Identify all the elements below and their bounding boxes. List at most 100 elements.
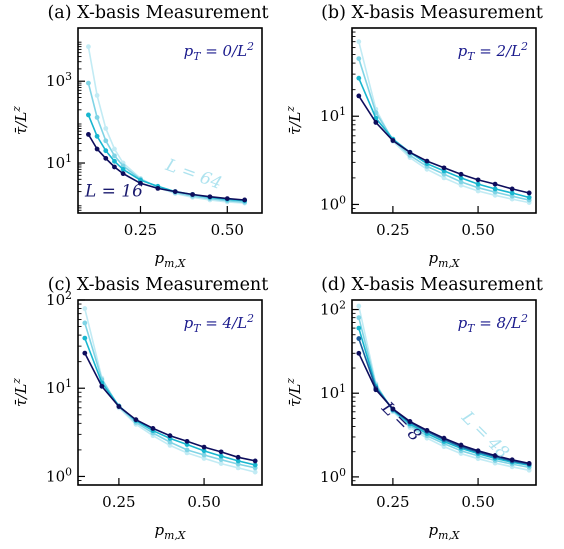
data-point	[424, 158, 430, 164]
data-point	[103, 148, 109, 154]
data-point	[112, 158, 117, 164]
data-point	[103, 155, 109, 161]
data-point	[424, 427, 430, 433]
panel-title: (d) X-basis Measurement	[321, 275, 543, 295]
data-point	[390, 138, 396, 143]
data-point	[356, 93, 362, 99]
data-point	[458, 179, 464, 185]
data-point	[526, 190, 532, 196]
data-point	[509, 190, 515, 196]
panel-2: (b) X-basis Measurement 100 101 0.25 0.50 pT …	[284, 3, 543, 270]
data-point	[441, 175, 447, 181]
data-point	[407, 419, 413, 424]
x-tick-label: 0.50	[211, 221, 244, 239]
x-tick-label: 0.25	[376, 493, 409, 511]
data-point	[94, 93, 100, 98]
data-point	[356, 39, 362, 45]
data-point	[252, 462, 258, 468]
data-point	[373, 120, 379, 125]
data-point	[86, 112, 91, 118]
data-point	[82, 335, 88, 341]
data-point	[172, 189, 178, 195]
data-point	[184, 438, 190, 444]
data-point	[120, 166, 126, 172]
data-point	[86, 80, 91, 86]
x-tick-label: 0.50	[187, 493, 220, 511]
data-point	[458, 182, 464, 188]
data-point	[509, 457, 515, 463]
series-label: L = 8	[377, 398, 425, 446]
data-point	[492, 181, 498, 187]
pt-annotation: pT = 4/L2	[184, 312, 254, 335]
panel-1: (a) X-basis Measurement 101 103 0.25 0.50 L =…	[10, 3, 269, 270]
data-point	[99, 383, 105, 389]
data-point	[475, 177, 481, 183]
data-point	[458, 442, 464, 448]
y-axis-label: τ̄/Lz	[284, 106, 304, 135]
data-point	[207, 194, 213, 200]
data-point	[509, 186, 515, 192]
pt-annotation: pT = 8/L2	[458, 312, 528, 335]
plot-frame	[77, 27, 263, 214]
panel-title: (a) X-basis Measurement	[47, 3, 268, 23]
data-point	[190, 192, 195, 197]
data-point	[441, 165, 447, 171]
data-point	[150, 426, 156, 431]
x-axis-label: pm,X	[429, 521, 461, 542]
y-axis-label: τ̄/Lz	[284, 378, 304, 407]
data-point	[252, 458, 258, 464]
y-tick-label: 101	[320, 382, 346, 402]
series-label: L = 16	[84, 182, 143, 202]
data-point	[492, 186, 498, 192]
pt-annotation: pT = 0/L2	[184, 40, 254, 63]
y-tick-label: 101	[46, 152, 72, 172]
data-point	[390, 406, 396, 412]
data-point	[82, 320, 88, 326]
data-point	[94, 146, 100, 152]
y-tick-label: 100	[46, 465, 72, 485]
data-point	[526, 460, 532, 466]
y-axis-label: τ̄/Lz	[10, 106, 30, 135]
data-point	[252, 469, 258, 475]
data-point	[407, 149, 413, 155]
plot-frame	[351, 299, 537, 486]
data-point	[475, 185, 481, 191]
panel-title: (c) X-basis Measurement	[48, 275, 268, 295]
panel-title: (b) X-basis Measurement	[321, 3, 543, 23]
data-point	[235, 465, 241, 471]
data-point	[458, 171, 464, 177]
panel-3: (c) X-basis Measurement 100 101 102 0.25 0.50…	[10, 275, 268, 542]
x-axis-label: pm,X	[155, 521, 187, 542]
data-point	[133, 417, 139, 423]
data-point	[218, 453, 224, 459]
data-point	[138, 180, 143, 186]
data-point	[94, 133, 100, 139]
data-point	[526, 195, 532, 200]
data-point	[356, 303, 362, 309]
data-point	[112, 146, 117, 152]
y-tick-label: 101	[46, 377, 72, 397]
y-tick-label: 100	[320, 466, 346, 486]
data-point	[356, 336, 362, 341]
data-point	[224, 196, 230, 201]
data-point	[120, 171, 126, 177]
data-point	[120, 163, 126, 169]
data-point	[167, 433, 173, 439]
data-point	[82, 306, 88, 311]
data-point	[458, 175, 464, 181]
y-tick-label: 102	[46, 289, 72, 309]
data-point	[356, 315, 362, 321]
data-point	[218, 457, 224, 463]
data-point	[218, 461, 224, 466]
data-point	[86, 44, 91, 50]
series-label: L = 64	[162, 155, 224, 194]
data-point	[112, 153, 117, 159]
data-point	[201, 448, 207, 454]
data-point	[441, 435, 447, 441]
data-point	[201, 456, 207, 461]
data-point	[201, 452, 207, 458]
data-point	[373, 387, 379, 393]
x-tick-label: 0.25	[376, 221, 409, 239]
data-point	[492, 453, 498, 458]
